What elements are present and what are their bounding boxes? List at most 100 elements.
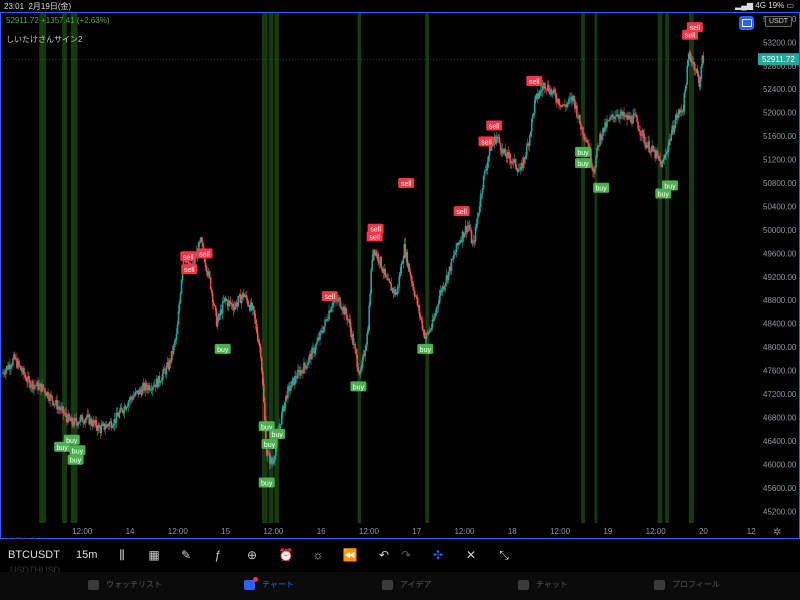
candle-body: [200, 237, 203, 243]
status-time-date: 23:01 2月19日(金): [4, 2, 72, 11]
timeframe-button[interactable]: 15m: [76, 549, 98, 561]
candle-body: [390, 283, 393, 291]
candle-body: [24, 374, 26, 377]
candle-body: [325, 319, 327, 321]
layout-icon[interactable]: [739, 16, 754, 30]
nav-ideas[interactable]: アイデア: [382, 579, 432, 590]
candle-body: [424, 338, 427, 340]
sell-signal-label: sell: [184, 267, 195, 274]
candle-body: [344, 308, 346, 315]
buy-signal-label: buy: [420, 347, 432, 354]
candle-body: [217, 313, 220, 321]
replay-icon[interactable]: ⏪: [342, 548, 358, 562]
candle-body: [129, 396, 132, 401]
y-tick-label: 45200.00: [763, 507, 797, 516]
nav-watchlist[interactable]: ウォッチリスト: [88, 579, 162, 590]
indicator-name[interactable]: しいたけさんサイン2: [6, 35, 83, 44]
candle-body: [661, 162, 663, 168]
candle-body: [280, 424, 282, 425]
candle-body: [318, 337, 320, 340]
nav-chat[interactable]: チャット: [518, 579, 568, 590]
candle-body: [57, 406, 59, 410]
candle-body: [641, 130, 643, 136]
candle-body: [255, 323, 258, 333]
candle-body: [663, 158, 666, 160]
nav-chart[interactable]: チャート: [244, 576, 294, 590]
candle-body: [503, 149, 506, 153]
symbol-button[interactable]: BTCUSDT: [8, 549, 60, 561]
candle-body: [513, 159, 516, 160]
indicator-fx-icon[interactable]: ƒ: [214, 548, 222, 562]
candle-body: [667, 145, 670, 152]
candle-body: [555, 93, 557, 100]
candle-body: [231, 303, 234, 308]
candle-body: [115, 412, 118, 424]
candle-body: [530, 119, 533, 132]
candle-body: [234, 302, 237, 307]
candle-body: [444, 282, 447, 287]
candle-body: [114, 418, 117, 424]
fullscreen-icon[interactable]: ⤡: [499, 548, 509, 562]
candle-body: [502, 148, 505, 153]
undo-icon[interactable]: ↶: [378, 548, 390, 562]
candle-body: [538, 90, 541, 96]
lightbulb-icon[interactable]: ☼: [312, 548, 324, 562]
x-tick-label: 14: [126, 527, 135, 536]
settings-gear-icon[interactable]: ✲: [773, 527, 782, 538]
candle-body: [461, 231, 464, 242]
candle-type-icon[interactable]: ⫼: [119, 548, 125, 562]
x-tick-label: 20: [699, 527, 708, 536]
candle-body: [565, 105, 567, 108]
candle-body: [93, 420, 96, 424]
candle-body: [611, 114, 613, 117]
candle-body: [111, 427, 114, 428]
candle-body: [292, 377, 294, 381]
candle-body: [675, 114, 678, 120]
pencil-icon[interactable]: ✎: [180, 548, 192, 562]
candle-body: [257, 340, 260, 344]
candle-body: [51, 395, 53, 401]
candle-body: [193, 257, 196, 265]
x-tick-label: 12:00: [359, 527, 380, 536]
buy-signal: [661, 180, 678, 191]
candle-body: [521, 162, 524, 169]
candle-body: [163, 368, 166, 371]
candle-body: [543, 82, 546, 89]
candle-body: [423, 329, 426, 339]
candle-body: [6, 365, 8, 370]
candle-body: [133, 395, 136, 397]
price-chart[interactable]: 53600.0053200.0052800.0052400.0052000.00…: [1, 13, 799, 538]
sell-signal-label: sell: [369, 234, 380, 241]
alarm-icon[interactable]: ⏰: [278, 548, 294, 562]
crosshair-icon[interactable]: ✣: [432, 548, 444, 562]
candle-body: [417, 304, 420, 306]
candle-body: [11, 364, 13, 367]
candle-body: [263, 384, 265, 403]
candle-body: [389, 281, 392, 284]
redo-icon[interactable]: ↷: [400, 548, 412, 562]
currency-label[interactable]: USDT: [765, 16, 793, 27]
candle-body: [551, 89, 553, 94]
candle-body: [606, 121, 608, 128]
nav-profile[interactable]: プロフィール: [654, 579, 720, 590]
add-circle-icon[interactable]: ⊕: [246, 548, 258, 562]
candle-body: [113, 418, 116, 426]
faded-symbol-bottom: USDTHUSD: [10, 565, 61, 575]
calendar-plus-icon[interactable]: ▦: [148, 548, 160, 562]
chart-area[interactable]: 53600.0053200.0052800.0052400.0052000.00…: [0, 12, 800, 539]
candle-body: [136, 390, 139, 392]
candle-body: [414, 295, 417, 297]
candle-body: [396, 288, 399, 295]
candle-body: [462, 231, 465, 238]
candle-body: [345, 308, 347, 316]
candle-body: [71, 417, 73, 425]
sell-signal: [526, 76, 543, 86]
candle-body: [531, 114, 534, 120]
candle-body: [241, 292, 244, 298]
candle-body: [371, 260, 373, 270]
candle-body: [561, 104, 563, 107]
buy-signal-label: buy: [261, 481, 273, 488]
candle-body: [238, 294, 241, 296]
candle-body: [635, 114, 637, 116]
tools-icon[interactable]: ✕: [465, 548, 477, 562]
